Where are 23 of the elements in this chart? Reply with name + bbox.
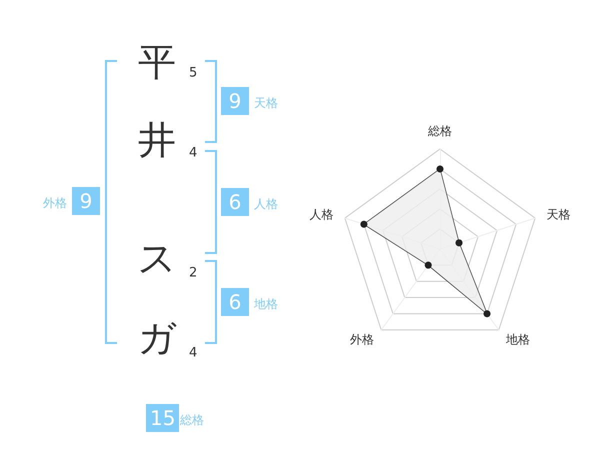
text: 外格 — [43, 196, 67, 210]
text: 5 — [189, 66, 198, 80]
text: 地格 — [254, 297, 278, 311]
spoke-label: 地格 — [504, 332, 530, 347]
text: 総格 — [180, 413, 204, 427]
text: 2 — [189, 266, 198, 280]
text: 井 — [138, 118, 176, 162]
text: 4 — [189, 146, 198, 160]
text: 6 — [221, 288, 249, 316]
text: 15 — [146, 404, 180, 432]
text: ガ — [138, 316, 176, 360]
text: 4 — [189, 346, 198, 360]
text: 9 — [221, 87, 249, 115]
spoke-label: 総格 — [427, 124, 452, 138]
spoke-label: 外格 — [350, 332, 374, 347]
spoke-label: 人格 — [309, 207, 334, 222]
text: 平 — [138, 40, 176, 84]
text: 9 — [72, 187, 100, 215]
text: 人格 — [254, 197, 278, 211]
text: ス — [138, 236, 176, 280]
spoke-label: 天格 — [546, 207, 571, 222]
text: 天格 — [254, 96, 278, 110]
text: 6 — [221, 188, 249, 216]
